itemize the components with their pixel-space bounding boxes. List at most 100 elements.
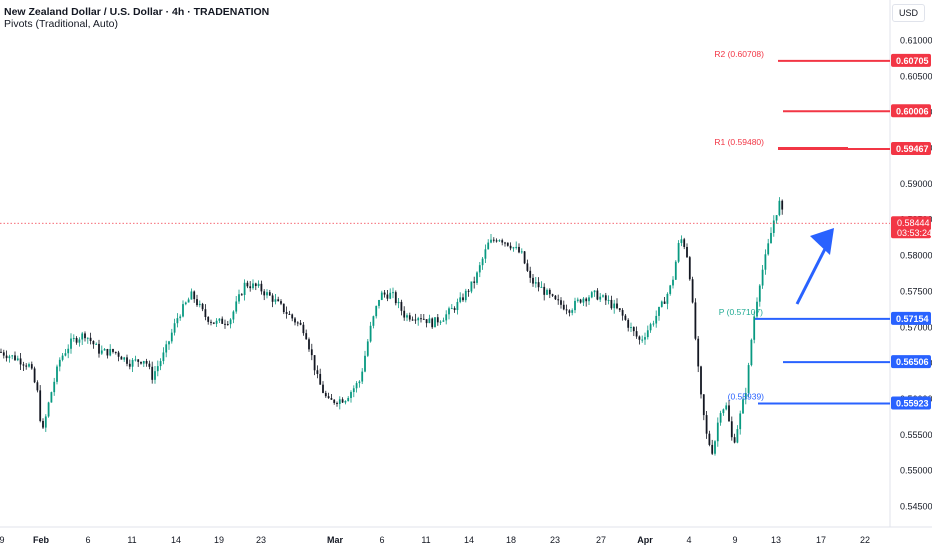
pivot-price-value: 0.57154 (896, 314, 929, 324)
candle-body (291, 314, 294, 319)
pivot-price-value: 0.60006 (896, 106, 929, 116)
pivot-price-tag (891, 355, 931, 369)
candle-body (512, 247, 515, 249)
candle-body (378, 299, 380, 306)
candle-body (660, 301, 663, 307)
x-tick-label: 23 (550, 535, 560, 545)
y-tick-label: 0.54500 (900, 502, 932, 512)
candle-body (420, 318, 422, 320)
candle-body (778, 200, 781, 216)
x-tick-label: Apr (637, 535, 653, 545)
candle-body (112, 349, 114, 352)
candle-body (336, 402, 338, 404)
candle-body (327, 396, 330, 399)
candle-body (330, 398, 333, 400)
candle-body (448, 308, 450, 315)
candle-body (770, 232, 772, 244)
candle-body (263, 291, 266, 296)
candle-body (772, 220, 775, 233)
current-price-value: 0.58444 (897, 218, 930, 228)
candle-body (596, 290, 599, 300)
trend-arrow-shaft (795, 240, 831, 305)
candle-body (408, 315, 411, 320)
candle-body (501, 240, 504, 243)
candle-body (70, 338, 72, 349)
candle-body (666, 293, 669, 304)
candle-body (103, 349, 106, 351)
candle-body (736, 429, 739, 443)
candle-body (590, 292, 593, 298)
y-tick-label: 0.61000 (900, 36, 932, 46)
candle-body (649, 324, 652, 331)
y-tick-label: 0.57500 (900, 286, 932, 296)
x-tick-label: 14 (464, 535, 474, 545)
candle-body (602, 295, 604, 297)
candle-body (266, 292, 268, 296)
x-tick-label: 22 (860, 535, 870, 545)
candle-body (176, 318, 179, 324)
candle-body (168, 341, 170, 345)
x-tick-label: 14 (171, 535, 181, 545)
candle-body (753, 316, 756, 340)
candle-body (688, 257, 691, 280)
candle-body (229, 319, 232, 325)
candle-body (106, 349, 109, 356)
y-tick-label: 0.55500 (900, 430, 932, 440)
candle-body (462, 297, 464, 301)
candle-body (271, 295, 274, 302)
candle-body (347, 397, 350, 402)
countdown-timer: 03:53:24 (897, 228, 932, 238)
candle-body (700, 366, 702, 395)
candles-group (0, 197, 784, 456)
y-tick-label: 0.60500 (900, 71, 932, 81)
x-tick-label: 18 (506, 535, 516, 545)
candle-body (361, 371, 364, 382)
candle-body (210, 321, 212, 323)
x-tick-label: 13 (771, 535, 781, 545)
candle-body (386, 294, 389, 299)
candle-body (369, 325, 372, 342)
candle-body (669, 285, 672, 294)
pivot-price-tag (891, 104, 931, 118)
candle-body (509, 245, 512, 249)
candle-body (338, 399, 341, 404)
candle-body (173, 323, 176, 333)
candle-body (254, 283, 257, 286)
trend-arrow-head (810, 228, 834, 255)
candle-body (674, 261, 677, 280)
candle-body (417, 318, 420, 321)
candle-body (364, 355, 366, 372)
candle-body (764, 254, 767, 270)
x-tick-label: 23 (256, 535, 266, 545)
candle-body (344, 401, 347, 403)
candle-body (58, 359, 61, 367)
candle-body (557, 299, 560, 301)
candle-body (652, 323, 655, 325)
candle-body (47, 402, 50, 417)
candle-body (319, 373, 322, 385)
candle-body (397, 301, 400, 304)
candle-body (775, 215, 778, 221)
candle-body (39, 390, 42, 421)
currency-button[interactable]: USD (892, 4, 925, 22)
candle-body (756, 301, 758, 317)
candle-body (705, 415, 708, 434)
candle-body (733, 437, 736, 443)
candle-body (621, 310, 624, 316)
candle-body (75, 337, 78, 343)
candle-body (428, 318, 431, 324)
candle-body (235, 301, 238, 312)
candle-body (481, 258, 484, 266)
candle-body (2, 352, 5, 356)
candle-body (476, 272, 478, 283)
candle-body (487, 242, 490, 250)
candle-body (8, 356, 11, 359)
candle-body (560, 300, 562, 305)
indicator-legend[interactable]: Pivots (Traditional, Auto) (4, 18, 118, 30)
candle-body (761, 269, 764, 286)
candle-body (16, 358, 19, 361)
candle-body (568, 310, 571, 313)
candle-body (249, 286, 252, 289)
pivot-price-value: 0.59467 (896, 144, 929, 154)
